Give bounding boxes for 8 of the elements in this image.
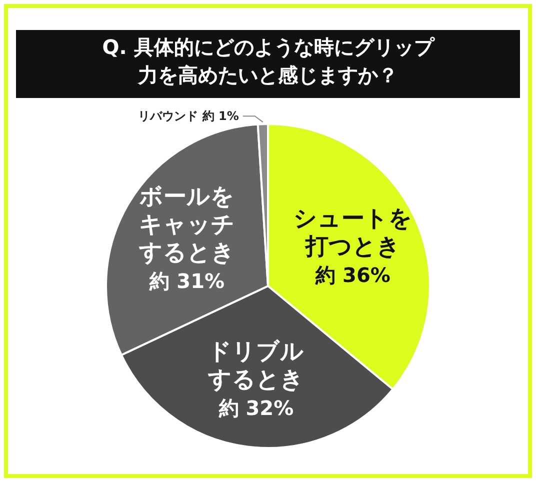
- data-label: 約 36%: [314, 262, 390, 287]
- data-label: 約 32%: [218, 396, 294, 420]
- slice-label: リバウンド 約 1%: [138, 109, 239, 124]
- data-label: 約 31%: [148, 269, 225, 294]
- slice-label: ドリブルするとき: [207, 339, 304, 394]
- slice-label: ボールをキャッチするとき: [138, 184, 236, 266]
- slice-label: シュートを打つとき: [294, 206, 413, 260]
- chart-title: Q. 具体的にどのような時にグリップ力を高めたいと感じますか？: [102, 35, 435, 87]
